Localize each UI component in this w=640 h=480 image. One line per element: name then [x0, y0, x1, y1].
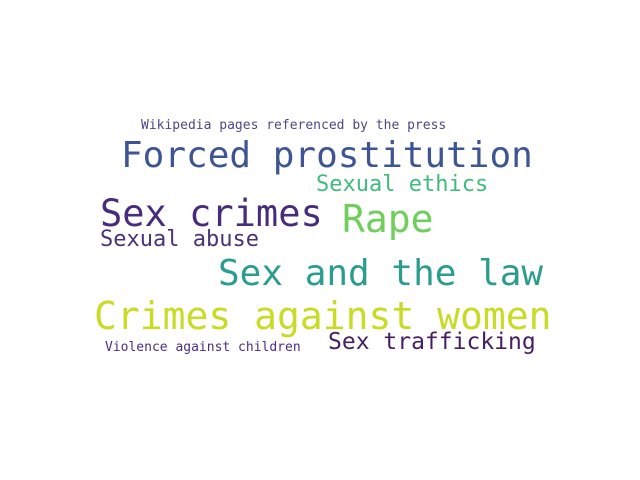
word-sex-and-the-law: Sex and the law [218, 253, 544, 294]
word-forced-prostitution: Forced prostitution [121, 135, 533, 176]
word-sexual-abuse: Sexual abuse [100, 227, 259, 252]
word-sexual-ethics: Sexual ethics [316, 172, 489, 197]
word-sex-trafficking: Sex trafficking [328, 329, 536, 355]
word-rape: Rape [342, 197, 434, 241]
cloud-title: Wikipedia pages referenced by the press [141, 118, 447, 133]
word-violence-against-children: Violence against children [105, 340, 301, 355]
word-crimes-against-women: Crimes against women [94, 294, 552, 338]
word-sex-crimes: Sex crimes [100, 192, 323, 235]
